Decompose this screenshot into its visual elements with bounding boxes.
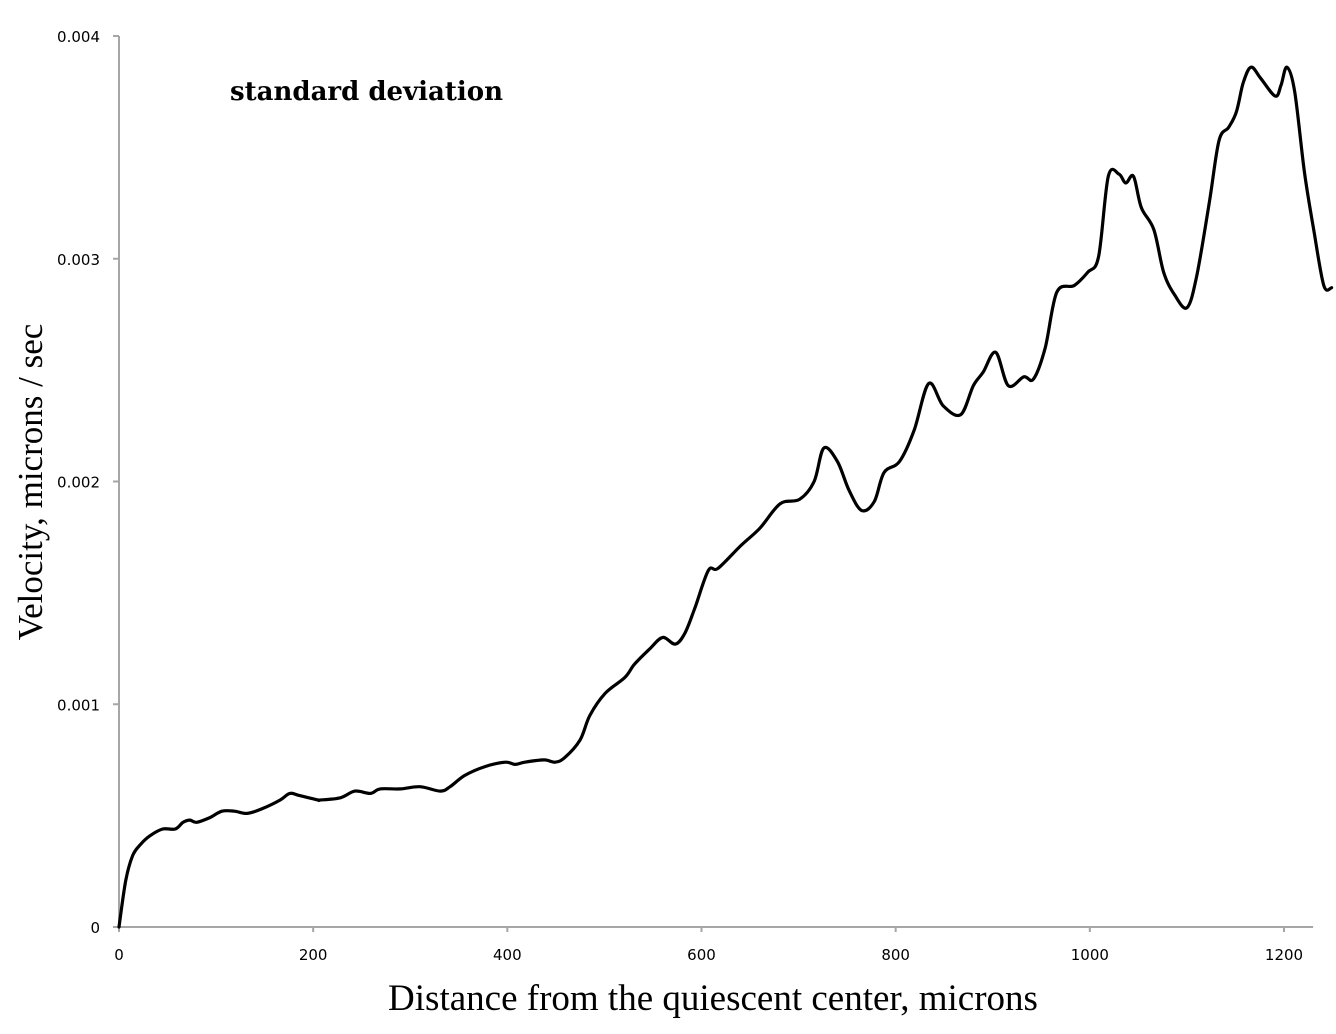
axes xyxy=(118,36,1314,928)
y-axis-label: Velocity, microns / sec xyxy=(11,324,50,641)
x-tick-label: 400 xyxy=(493,946,522,964)
y-tick-label: 0.003 xyxy=(57,251,100,269)
series-line-standard-deviation xyxy=(117,65,1334,929)
y-tick-label: 0.002 xyxy=(57,474,100,492)
y-tick-label: 0.004 xyxy=(57,28,100,46)
x-tick-label: 200 xyxy=(299,946,328,964)
y-tick-label: 0 xyxy=(90,919,100,937)
annotation-standard-deviation: standard deviation xyxy=(230,77,503,107)
x-tick-label: 1000 xyxy=(1071,946,1109,964)
y-tick-label: 0.001 xyxy=(57,696,100,714)
y-tick-labels: 0 0.001 0.002 0.003 0.004 xyxy=(57,28,100,937)
x-tick-labels: 0 200 400 600 800 1000 1200 xyxy=(114,946,1303,964)
x-axis-label: Distance from the quiescent center, micr… xyxy=(388,978,1038,1019)
x-tick-label: 0 xyxy=(114,946,124,964)
x-tick-label: 600 xyxy=(687,946,716,964)
series-group xyxy=(117,65,1334,929)
x-tick-label: 1200 xyxy=(1265,946,1303,964)
tick-marks xyxy=(113,35,1285,932)
x-tick-label: 800 xyxy=(881,946,910,964)
